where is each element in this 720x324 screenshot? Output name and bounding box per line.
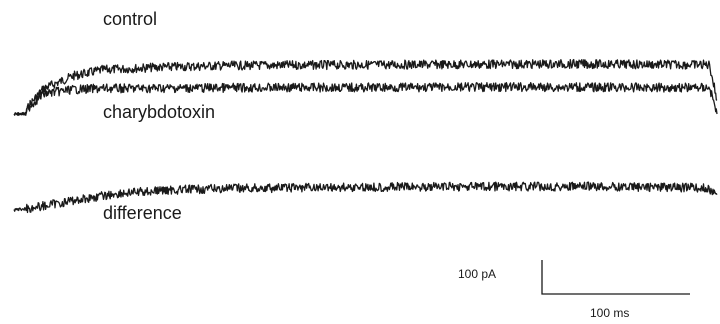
trace-charybdotoxin bbox=[13, 81, 718, 116]
traces-layer bbox=[13, 58, 718, 214]
trace-difference bbox=[13, 181, 718, 214]
control-trace-label: control bbox=[103, 9, 157, 29]
scale-bar-lines bbox=[541, 260, 690, 295]
scale-bar-time-label: 100 ms bbox=[590, 306, 629, 320]
difference-trace-label: difference bbox=[103, 203, 182, 223]
scale-bar: 100 pA 100 ms bbox=[458, 260, 690, 320]
trace-control bbox=[13, 58, 718, 116]
charybdotoxin-trace-label: charybdotoxin bbox=[103, 102, 215, 122]
scale-bar-current-label: 100 pA bbox=[458, 267, 496, 281]
